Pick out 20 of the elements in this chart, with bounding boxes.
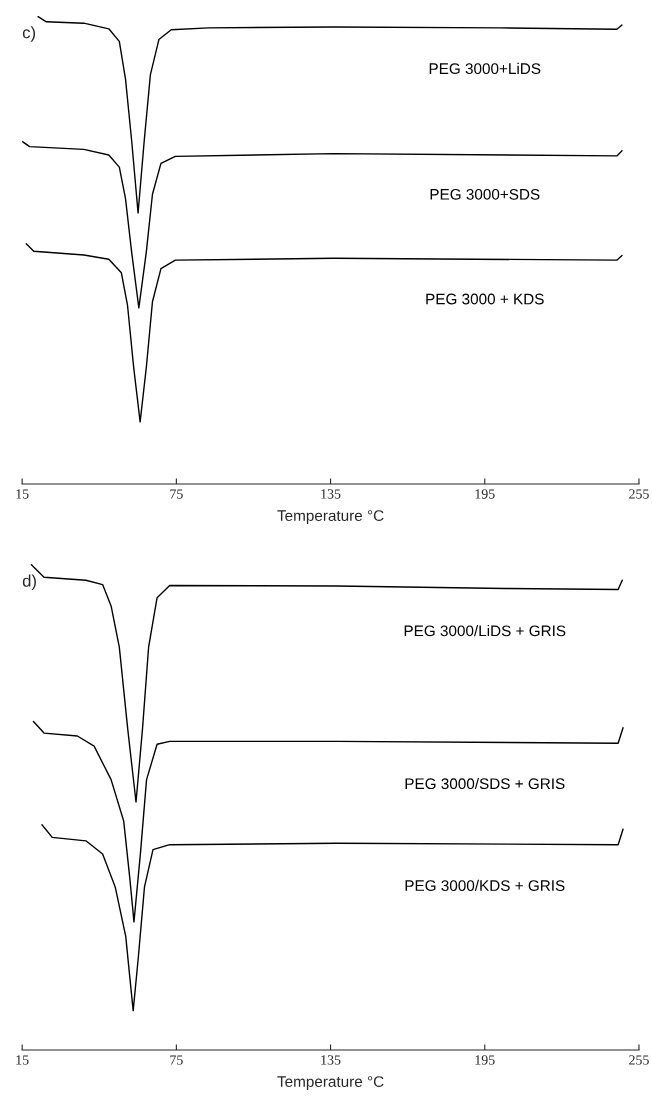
text: PEG 3000/SDS + GRIS [405, 777, 565, 790]
x-axis-title: Temperature °C [277, 1076, 384, 1091]
text: PEG 3000/KDS + GRIS [405, 879, 565, 892]
text: d) [22, 574, 36, 591]
text: c) [22, 26, 36, 42]
x-tick-label: 15 [16, 1055, 29, 1065]
text: PEG 3000 + KDS [426, 293, 544, 305]
x-tick-label: 195 [475, 1055, 495, 1065]
x-tick-label: 75 [170, 489, 183, 499]
x-tick-label: 255 [629, 489, 649, 499]
x-tick-label: 135 [321, 489, 341, 499]
x-tick-label: 255 [629, 1055, 649, 1065]
text: PEG 3000/LiDS + GRIS [404, 625, 566, 637]
x-tick-label: 195 [475, 489, 495, 499]
x-axis-title: Temperature °C [277, 510, 384, 525]
text: PEG 3000+SDS [430, 188, 540, 200]
x-tick-label: 15 [16, 489, 29, 499]
x-tick-label: 75 [170, 1055, 183, 1065]
x-tick-label: 135 [321, 1055, 341, 1065]
text: PEG 3000+LiDS [429, 62, 541, 75]
